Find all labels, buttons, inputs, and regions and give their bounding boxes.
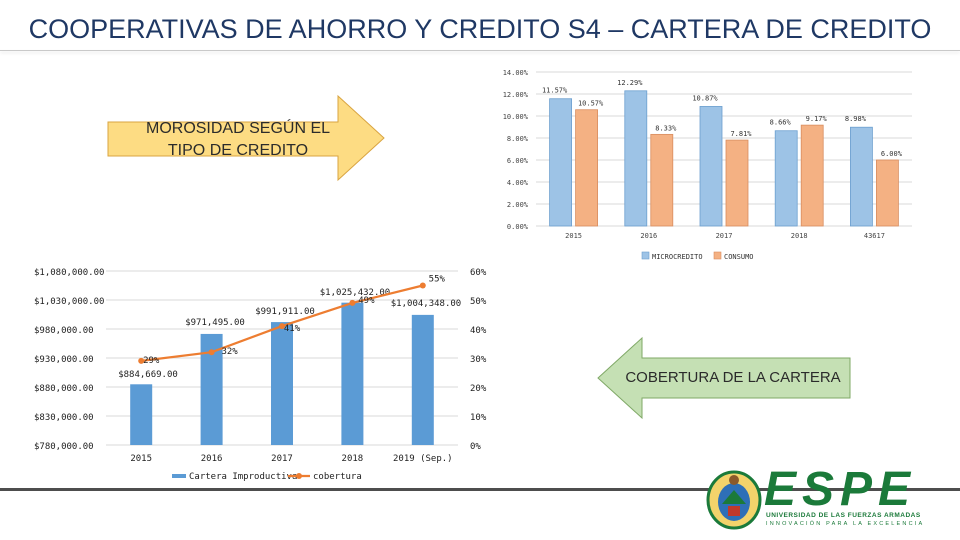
bar-consumo [651,134,673,226]
bar-cartera-improductiva [412,315,434,445]
x-tick-label: 2018 [791,232,808,240]
cobertura-chart: $780,000.00 $830,000.00 $880,000.00 $930,00… [34,268,487,482]
y2-tick-label: 30% [470,355,487,365]
data-label: 11.57% [542,87,568,95]
data-label: $1,004,348.00 [391,299,461,309]
espe-logo: ESPE UNIVERSIDAD DE LAS FUERZAS ARMADAS … [700,462,940,534]
morosidad-chart: 0.00% 2.00% 4.00% 6.00% 8.00% 10.00% 12.00% 14.… [503,69,912,261]
x-tick-label: 2019 (Sep.) [393,454,453,464]
y-tick-label: 6.00% [507,157,529,165]
y-tick-label: 8.00% [507,135,529,143]
data-label: 6.00% [881,150,903,158]
bar-microcredito [775,131,797,226]
x-tick-label: 2016 [201,454,223,464]
legend-swatch [714,252,721,259]
x-tick-label: 2016 [640,232,657,240]
logo-subtitle: UNIVERSIDAD DE LAS FUERZAS ARMADAS [766,512,921,519]
bar-microcredito [550,99,572,226]
y2-tick-label: 50% [470,297,487,307]
data-label: 7.81% [730,130,752,138]
data-label: 12.29% [617,79,643,87]
y-tick-label: $1,030,000.00 [34,297,104,307]
legend-swatch [172,474,186,478]
data-label: $991,911.00 [255,307,315,317]
legend-label: cobertura [313,472,362,482]
data-label: 8.66% [770,119,792,127]
legend-swatch [642,252,649,259]
point-cobertura [349,300,355,306]
y-tick-label: $780,000.00 [34,442,94,452]
y-tick-label: 12.00% [503,91,529,99]
y2-tick-label: 60% [470,268,487,278]
data-label-cobertura: 32% [221,347,238,357]
bar-cartera-improductiva [271,322,293,445]
x-tick-label: 2017 [716,232,733,240]
data-label-cobertura: 41% [284,324,301,334]
legend-label: Cartera Improductiva [189,472,297,482]
y-tick-label: 10.00% [503,113,529,121]
data-label: 9.17% [806,115,828,123]
x-tick-label: 2017 [271,454,293,464]
data-label: 10.87% [692,94,718,102]
data-label-cobertura: 29% [143,356,160,366]
x-tick-label: 2015 [130,454,152,464]
data-label-cobertura: 55% [429,275,446,285]
data-label: $884,669.00 [118,370,178,380]
legend-label: CONSUMO [724,253,754,261]
y-tick-label: $980,000.00 [34,326,94,336]
data-label-cobertura: 49% [358,296,375,306]
cobertura-arrow-label: COBERTURA DE LA CARTERA [618,367,848,389]
y-tick-label: $830,000.00 [34,413,94,423]
data-label: 10.57% [578,100,604,108]
bar-microcredito [625,91,647,226]
bar-consumo [876,160,898,226]
bar-microcredito [700,106,722,226]
legend-marker [296,473,302,479]
point-cobertura [420,283,426,289]
y-tick-label: 4.00% [507,179,529,187]
x-tick-label: 2018 [342,454,364,464]
data-label: $971,495.00 [185,318,245,328]
y2-tick-label: 20% [470,384,487,394]
y2-tick-label: 0% [470,442,481,452]
legend-label: MICROCREDITO [652,253,703,261]
espe-logo-text: ESPE [764,464,916,516]
x-tick-label: 2015 [565,232,582,240]
bar-consumo [801,125,823,226]
logo-tagline: INNOVACIÓN PARA LA EXCELENCIA [766,521,924,527]
y-tick-label: 2.00% [507,201,529,209]
bar-cartera-improductiva [341,303,363,445]
y-tick-label: $880,000.00 [34,384,94,394]
data-label: 8.98% [845,115,867,123]
point-cobertura [209,349,215,355]
y-tick-label: 14.00% [503,69,529,77]
y2-tick-label: 40% [470,326,487,336]
espe-crest-icon [704,468,764,530]
y-tick-label: $1,080,000.00 [34,268,104,278]
y-tick-label: $930,000.00 [34,355,94,365]
bar-microcredito [850,127,872,226]
morosidad-arrow-label: MOROSIDAD SEGÚN EL TIPO DE CREDITO [138,118,338,162]
bar-consumo [576,110,598,226]
data-label: 8.33% [655,124,677,132]
y-tick-label: 0.00% [507,223,529,231]
x-tick-label: 43617 [864,232,885,240]
bar-consumo [726,140,748,226]
bar-cartera-improductiva [130,384,152,445]
y2-tick-label: 10% [470,413,487,423]
